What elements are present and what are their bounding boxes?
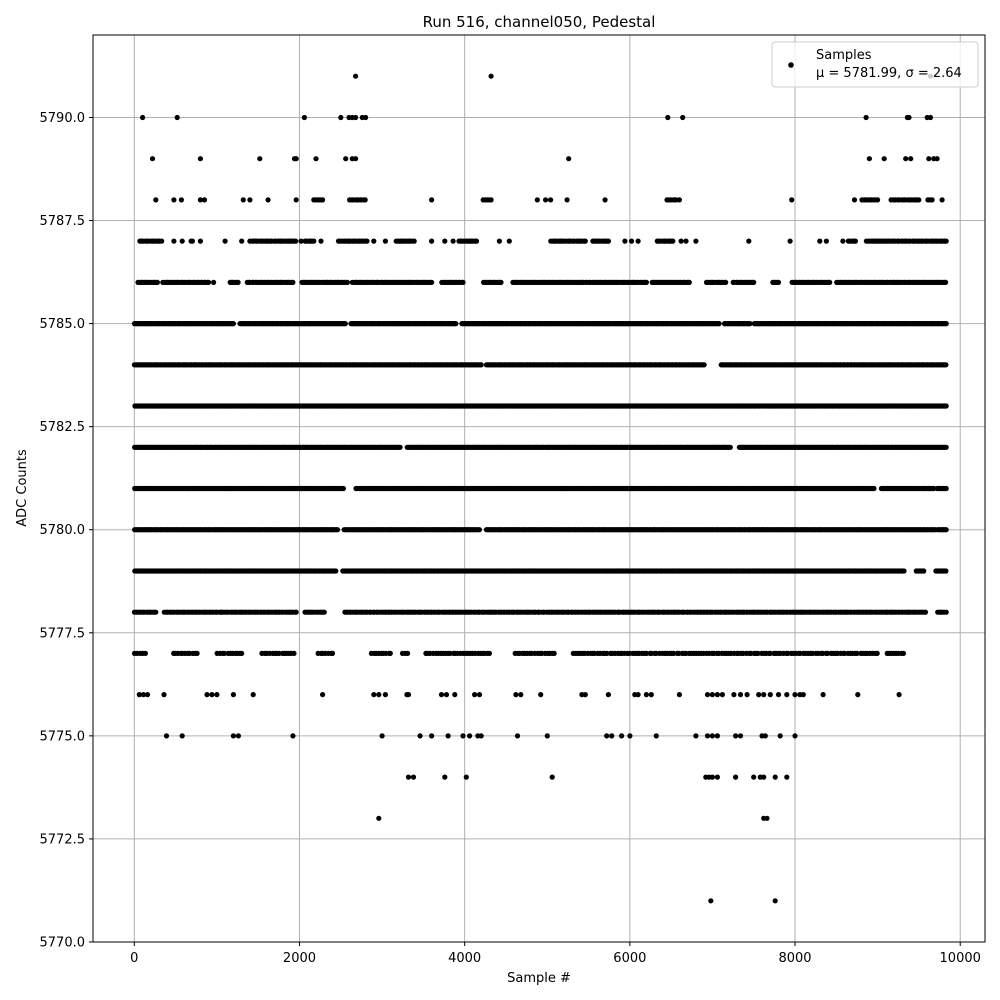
data-point: [476, 527, 482, 533]
data-point: [405, 650, 411, 657]
data-point: [291, 650, 297, 657]
data-point: [854, 650, 860, 657]
data-point: [922, 609, 929, 615]
data-point: [239, 650, 245, 657]
scatter-points: [131, 73, 949, 904]
data-point: [551, 650, 557, 657]
data-point: [943, 609, 949, 615]
data-point: [943, 403, 949, 409]
data-point: [900, 650, 907, 657]
data-point: [874, 650, 880, 657]
data-point: [604, 650, 610, 657]
data-point: [293, 609, 299, 615]
data-point: [901, 568, 907, 574]
data-point: [387, 650, 393, 657]
data-point: [340, 485, 346, 492]
data-point: [329, 650, 336, 657]
data-point: [321, 609, 327, 615]
data-point: [943, 444, 949, 450]
data-point: [671, 650, 677, 657]
data-point: [943, 568, 949, 574]
data-point: [871, 485, 877, 492]
data-point: [643, 650, 650, 657]
data-point: [221, 650, 227, 657]
data-point: [486, 650, 492, 657]
data-point: [142, 650, 148, 657]
data-point: [943, 485, 949, 492]
data-point: [334, 527, 341, 533]
data-point: [397, 444, 403, 450]
data-point: [333, 568, 339, 574]
data-point: [153, 609, 159, 615]
data-point: [727, 444, 733, 450]
data-point: [767, 650, 773, 657]
data-point: [194, 650, 200, 657]
data-point: [825, 650, 831, 657]
data-point: [755, 650, 761, 657]
data-point: [943, 527, 949, 533]
data-point: [921, 568, 927, 574]
